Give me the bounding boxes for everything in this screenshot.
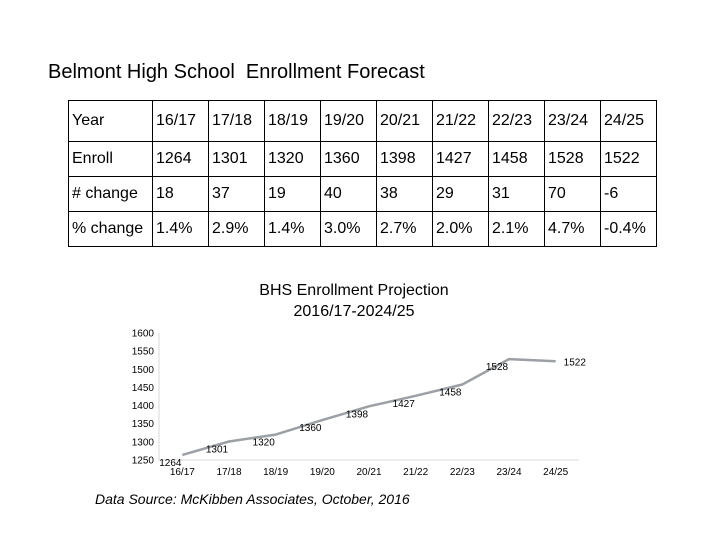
x-tick-label: 22/23 xyxy=(450,467,475,478)
data-label: 1301 xyxy=(206,444,229,455)
y-tick-label: 1550 xyxy=(132,347,155,358)
y-tick-label: 1300 xyxy=(132,437,155,448)
table-cell: 1528 xyxy=(544,141,601,177)
x-tick-label: 18/19 xyxy=(263,467,288,478)
table-header-row: Year 16/17 17/18 18/19 19/20 20/21 21/22 22/23 2… xyxy=(68,100,657,142)
data-label: 1360 xyxy=(299,423,322,434)
table-cell: 70 xyxy=(544,176,601,212)
data-label: 1528 xyxy=(486,362,509,373)
x-tick-label: 17/18 xyxy=(216,467,241,478)
x-tick-label: 16/17 xyxy=(170,467,195,478)
table-cell: 2.9% xyxy=(208,211,265,247)
table-cell: 1458 xyxy=(488,141,545,177)
x-tick-label: 24/25 xyxy=(543,467,568,478)
table-row: % change 1.4% 2.9% 1.4% 3.0% 2.7% 2.0% 2.1% 4.7%… xyxy=(68,211,657,247)
x-tick-label: 20/21 xyxy=(356,467,381,478)
table-header-year: 24/25 xyxy=(600,100,657,142)
table-cell: 2.0% xyxy=(432,211,489,247)
data-label: 1522 xyxy=(564,357,587,368)
table-cell: 4.7% xyxy=(544,211,601,247)
data-label: 1264 xyxy=(159,458,182,469)
y-tick-label: 1400 xyxy=(132,401,155,412)
table-cell: -6 xyxy=(600,176,657,212)
data-label: 1320 xyxy=(253,438,276,449)
enrollment-series-line xyxy=(181,357,556,457)
table-row: # change 18 37 19 40 38 29 31 70 -6 xyxy=(68,176,657,212)
table-cell: 1427 xyxy=(432,141,489,177)
x-tick-label: 23/24 xyxy=(496,467,521,478)
table-cell: 1.4% xyxy=(152,211,209,247)
table-header-label: Year xyxy=(68,100,153,142)
data-label: 1427 xyxy=(393,399,416,410)
table-cell: 1320 xyxy=(264,141,321,177)
data-label: 1458 xyxy=(439,388,462,399)
chart-title: BHS Enrollment Projection xyxy=(259,282,448,299)
table-cell: -0.4% xyxy=(600,211,657,247)
table-cell: 2.1% xyxy=(488,211,545,247)
page-title: Belmont High School Enrollment Forecast xyxy=(48,61,425,83)
y-tick-label: 1450 xyxy=(132,383,155,394)
table-cell: 1.4% xyxy=(264,211,321,247)
y-tick-label: 1600 xyxy=(132,329,155,340)
table-header-year: 22/23 xyxy=(488,100,545,142)
table-cell: 1301 xyxy=(208,141,265,177)
table-cell: 1360 xyxy=(320,141,377,177)
table-header-year: 17/18 xyxy=(208,100,265,142)
y-tick-label: 1250 xyxy=(132,456,155,467)
table-cell: 1398 xyxy=(376,141,433,177)
table-cell: 2.7% xyxy=(376,211,433,247)
data-label: 1398 xyxy=(346,409,369,420)
y-tick-label: 1500 xyxy=(132,365,155,376)
y-tick-label: 1350 xyxy=(132,419,155,430)
x-tick-label: 21/22 xyxy=(403,467,428,478)
table-cell: 3.0% xyxy=(320,211,377,247)
enrollment-table: Year 16/17 17/18 18/19 19/20 20/21 21/22 22/23 2… xyxy=(68,100,657,247)
x-tick-label: 19/20 xyxy=(310,467,335,478)
table-header-year: 23/24 xyxy=(544,100,601,142)
table-header-year: 16/17 xyxy=(152,100,209,142)
table-row-label: % change xyxy=(68,211,153,247)
table-row-label: Enroll xyxy=(68,141,153,177)
table-cell: 38 xyxy=(376,176,433,212)
chart-subtitle: 2016/17-2024/25 xyxy=(294,303,415,320)
table-cell: 1264 xyxy=(152,141,209,177)
table-header-year: 18/19 xyxy=(264,100,321,142)
table-cell: 18 xyxy=(152,176,209,212)
table-header-year: 19/20 xyxy=(320,100,377,142)
data-source-note: Data Source: McKibben Associates, Octobe… xyxy=(95,491,410,507)
